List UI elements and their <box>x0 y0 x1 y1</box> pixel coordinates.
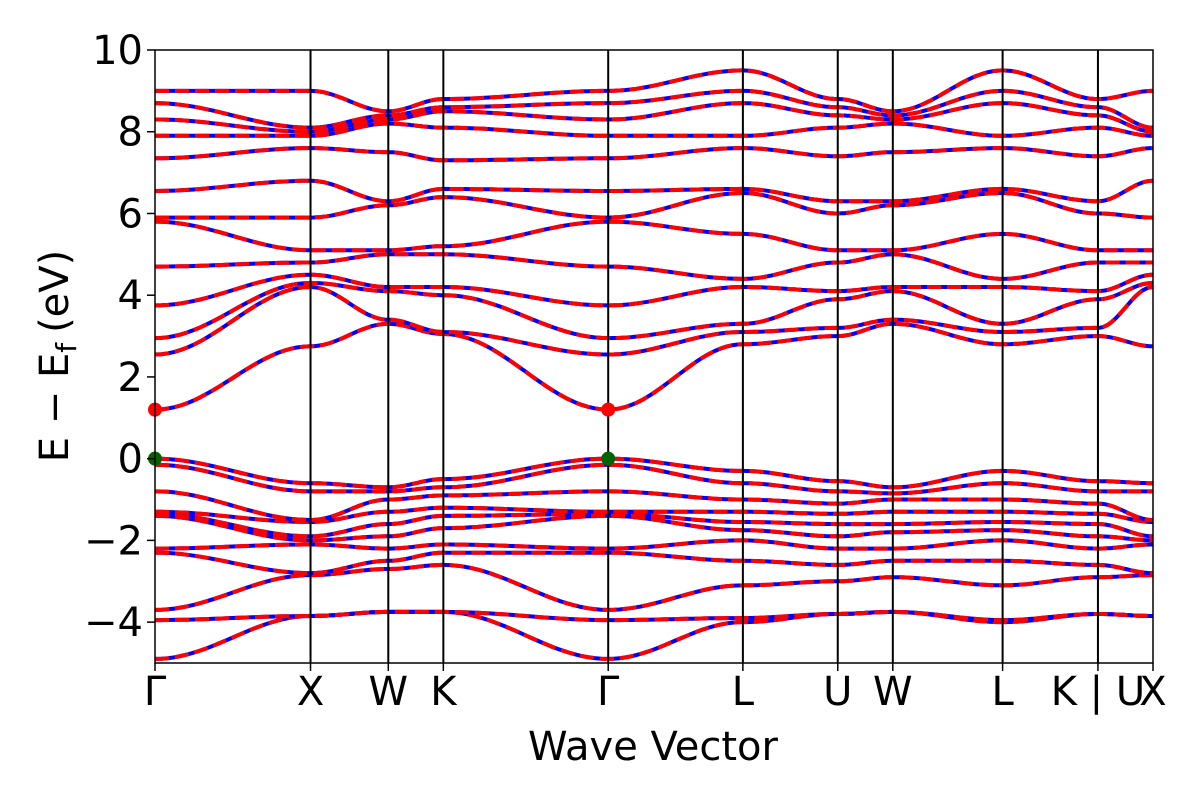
band-9-red <box>154 462 1153 496</box>
y-axis-ticks: −4 −2 0 2 4 6 8 10 <box>84 28 155 646</box>
y-tick-label: 0 <box>118 437 143 483</box>
y-axis-title-unit: (eV) <box>32 250 78 333</box>
x-tick-label: X <box>1139 669 1166 715</box>
x-tick-label: Γ <box>597 669 620 715</box>
vbm-marker-1 <box>601 451 616 466</box>
y-axis-title: E − Ef (eV) <box>32 250 83 463</box>
x-tick-label: W <box>369 669 409 715</box>
x-tick-label: L <box>732 669 755 715</box>
plot-frame <box>154 49 1154 664</box>
y-tick-label: −4 <box>84 600 143 646</box>
band-12-red <box>154 284 1154 357</box>
high-symmetry-lines <box>309 50 1099 663</box>
y-tick-label: 2 <box>118 355 143 401</box>
y-axis-title-main: E − E <box>32 353 78 463</box>
band-14-red <box>154 272 1153 308</box>
x-tick-label: X <box>297 669 324 715</box>
x-tick-label: Γ <box>144 669 167 715</box>
y-tick-label: −2 <box>84 518 143 564</box>
x-tick-label: U <box>823 669 852 715</box>
cbm-marker-1 <box>601 402 616 417</box>
x-tick-label: L <box>991 669 1014 715</box>
x-tick-label: W <box>873 669 913 715</box>
band-16-red <box>154 219 1153 253</box>
x-tick-label: K | U <box>1051 669 1145 715</box>
y-tick-label: 10 <box>92 28 143 74</box>
x-tick-label: K <box>430 669 458 715</box>
band-8-red <box>154 489 1154 523</box>
x-axis-title: Wave Vector <box>528 724 779 770</box>
y-tick-label: 8 <box>118 110 143 156</box>
band-23-red <box>155 68 1153 114</box>
band-17-red <box>155 190 1154 220</box>
band-edge-markers <box>148 402 616 466</box>
y-tick-label: 4 <box>118 273 143 319</box>
y-tick-label: 6 <box>118 191 143 237</box>
y-axis-title-sub: f <box>50 342 83 353</box>
